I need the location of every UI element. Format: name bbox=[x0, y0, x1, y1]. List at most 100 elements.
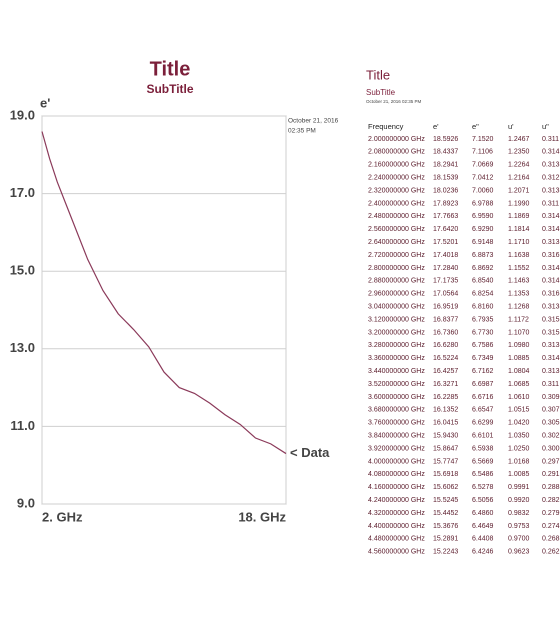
table-cell: 17.2840 bbox=[433, 265, 458, 272]
table-cell: 17.7663 bbox=[433, 213, 458, 220]
table-cell: 4.560000000 GHz bbox=[368, 549, 425, 556]
chart-title: Title bbox=[150, 58, 191, 80]
table-cell: 2.960000000 GHz bbox=[368, 291, 425, 298]
table-cell: 16.5224 bbox=[433, 355, 458, 362]
table-cell: 16.3271 bbox=[433, 381, 458, 388]
table-cell: 0.268 bbox=[542, 536, 560, 543]
table-cell: 4.400000000 GHz bbox=[368, 523, 425, 530]
table-cell: 6.6716 bbox=[472, 394, 494, 401]
y-tick-label: 9.0 bbox=[17, 495, 35, 510]
table-cell: 16.9519 bbox=[433, 304, 458, 311]
table-cell: 16.6280 bbox=[433, 342, 458, 349]
table-cell: 2.480000000 GHz bbox=[368, 213, 425, 220]
table-cell: 6.6987 bbox=[472, 381, 494, 388]
table-subtitle: SubTitle bbox=[366, 88, 396, 97]
table-cell: 17.8923 bbox=[433, 200, 458, 207]
table-cell: 15.5245 bbox=[433, 497, 458, 504]
table-cell: 2.080000000 GHz bbox=[368, 149, 425, 156]
table-cell: 0.313 bbox=[542, 342, 560, 349]
table-cell: 0.313 bbox=[542, 239, 560, 246]
table-cell: 1.0804 bbox=[508, 368, 530, 375]
table-cell: 17.5201 bbox=[433, 239, 458, 246]
y-axis-label: e' bbox=[40, 95, 50, 110]
table-cell: 0.302 bbox=[542, 433, 560, 440]
table-cell: 6.6547 bbox=[472, 407, 494, 414]
table-cell: 6.6101 bbox=[472, 433, 494, 440]
table-cell: 7.0060 bbox=[472, 187, 494, 194]
table-cell: 0.314 bbox=[542, 278, 560, 285]
table-cell: 0.279 bbox=[542, 510, 560, 517]
table-cell: 16.8377 bbox=[433, 316, 458, 323]
table-cell: 1.0515 bbox=[508, 407, 530, 414]
table-cell: 6.5278 bbox=[472, 484, 494, 491]
table-cell: 6.6299 bbox=[472, 420, 494, 427]
table-cell: 6.8254 bbox=[472, 291, 494, 298]
table-cell: 2.320000000 GHz bbox=[368, 187, 425, 194]
table-cell: 0.300 bbox=[542, 445, 560, 452]
table-cell: 4.160000000 GHz bbox=[368, 484, 425, 491]
table-cell: 1.0085 bbox=[508, 471, 530, 478]
table-cell: 0.307 bbox=[542, 407, 560, 414]
table-cell: 3.120000000 GHz bbox=[368, 316, 425, 323]
table-cell: 1.0610 bbox=[508, 394, 530, 401]
table-cell: 3.680000000 GHz bbox=[368, 407, 425, 414]
table-cell: 6.8160 bbox=[472, 304, 494, 311]
table-cell: 6.8873 bbox=[472, 252, 494, 259]
table-cell: 6.7935 bbox=[472, 316, 494, 323]
y-tick-label: 17.0 bbox=[10, 185, 35, 200]
table-cell: 1.1070 bbox=[508, 329, 530, 336]
table-cell: 0.314 bbox=[542, 213, 560, 220]
table-cell: 1.1710 bbox=[508, 239, 530, 246]
table-cell: 1.0250 bbox=[508, 445, 530, 452]
table-cell: 17.6420 bbox=[433, 226, 458, 233]
y-tick-label: 15.0 bbox=[10, 263, 35, 278]
table-header: e" bbox=[472, 122, 479, 131]
table-cell: 2.000000000 GHz bbox=[368, 136, 425, 143]
table-header: e' bbox=[433, 122, 439, 131]
table-cell: 0.314 bbox=[542, 265, 560, 272]
table-cell: 0.316 bbox=[542, 291, 560, 298]
table-cell: 16.4257 bbox=[433, 368, 458, 375]
table-cell: 0.291 bbox=[542, 471, 560, 478]
table-cell: 16.1352 bbox=[433, 407, 458, 414]
table-cell: 0.309 bbox=[542, 394, 560, 401]
table-cell: 1.0168 bbox=[508, 458, 530, 465]
table-cell: 3.280000000 GHz bbox=[368, 342, 425, 349]
table-header: u' bbox=[508, 122, 514, 131]
table-cell: 6.7162 bbox=[472, 368, 494, 375]
table-cell: 6.7730 bbox=[472, 329, 494, 336]
table-cell: 3.600000000 GHz bbox=[368, 394, 425, 401]
table-cell: 6.5669 bbox=[472, 458, 494, 465]
table-cell: 6.8692 bbox=[472, 265, 494, 272]
table-cell: 6.4860 bbox=[472, 510, 494, 517]
table-cell: 1.0980 bbox=[508, 342, 530, 349]
table-cell: 1.1552 bbox=[508, 265, 530, 272]
table-cell: 4.000000000 GHz bbox=[368, 458, 425, 465]
table-cell: 0.9623 bbox=[508, 549, 530, 556]
table-cell: 1.1268 bbox=[508, 304, 530, 311]
table-cell: 1.0885 bbox=[508, 355, 530, 362]
table-cell: 1.0685 bbox=[508, 381, 530, 388]
table-cell: 15.3676 bbox=[433, 523, 458, 530]
data-line bbox=[41, 131, 287, 455]
table-cell: 0.313 bbox=[542, 162, 560, 169]
table-cell: 18.4337 bbox=[433, 149, 458, 156]
table-cell: 2.800000000 GHz bbox=[368, 265, 425, 272]
table-cell: 15.6918 bbox=[433, 471, 458, 478]
table-cell: 0.262 bbox=[542, 549, 560, 556]
table-cell: 0.9700 bbox=[508, 536, 530, 543]
table-cell: 6.5938 bbox=[472, 445, 494, 452]
table-cell: 0.311 bbox=[542, 136, 559, 143]
table-cell: 4.080000000 GHz bbox=[368, 471, 425, 478]
table-cell: 1.1353 bbox=[508, 291, 530, 298]
table-cell: 1.2467 bbox=[508, 136, 530, 143]
table-cell: 4.240000000 GHz bbox=[368, 497, 425, 504]
table-cell: 1.0420 bbox=[508, 420, 530, 427]
table-cell: 15.6062 bbox=[433, 484, 458, 491]
table-cell: 3.840000000 GHz bbox=[368, 433, 425, 440]
table-cell: 7.1106 bbox=[472, 149, 493, 156]
table-cell: 0.311 bbox=[542, 381, 559, 388]
table-cell: 1.2264 bbox=[508, 162, 530, 169]
table-header: Frequency bbox=[368, 122, 404, 131]
